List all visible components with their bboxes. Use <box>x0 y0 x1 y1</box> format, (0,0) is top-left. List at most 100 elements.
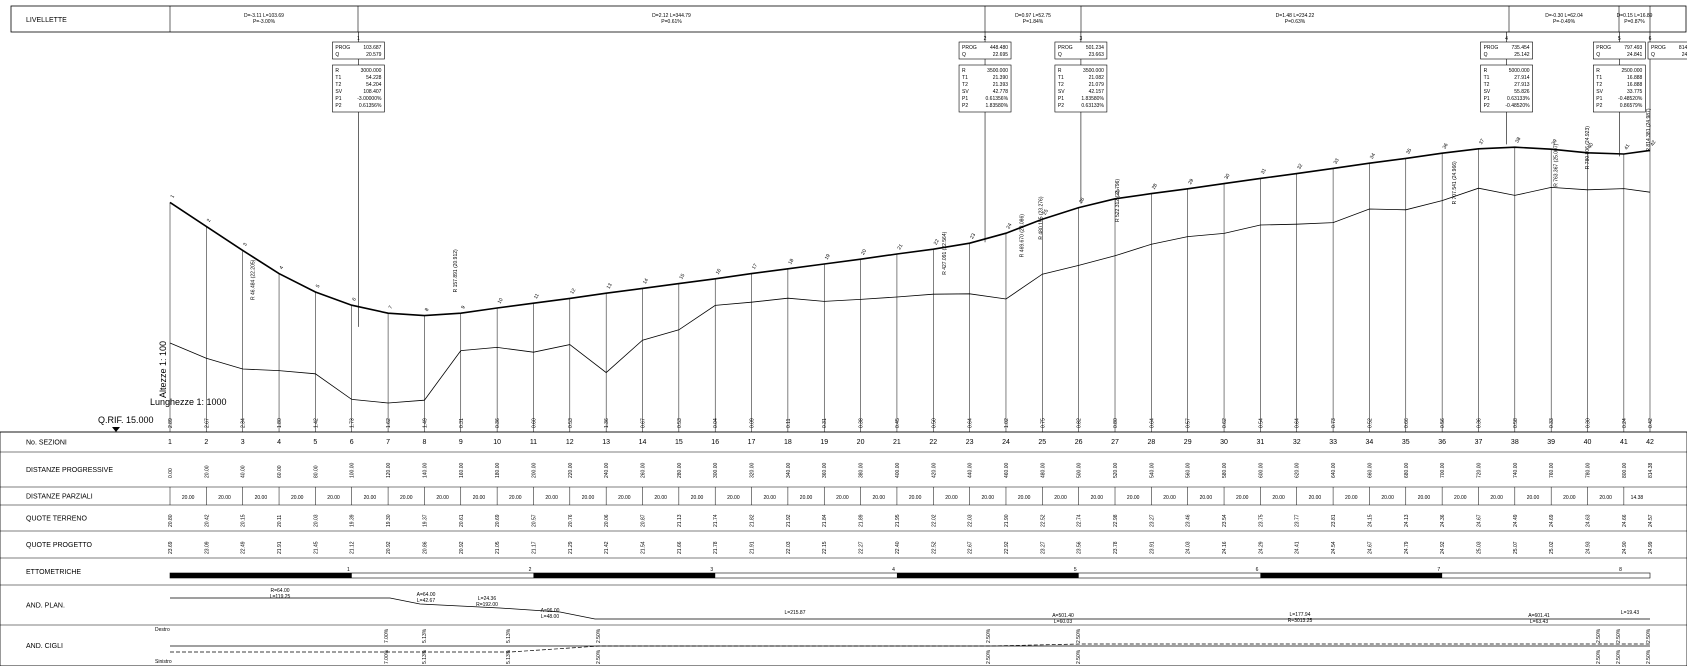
progressive-distance: 660.00 <box>1367 462 1373 478</box>
vertex-curve-label: R <box>335 68 339 74</box>
scale-horizontal: Lunghezze 1: 1000 <box>150 397 227 407</box>
ground-quote: 21.90 <box>1004 514 1010 527</box>
profile-section-number: 39 <box>1551 138 1559 146</box>
vertex-curve-label: T1 <box>1484 75 1490 81</box>
vertex-curve-box <box>958 64 1012 113</box>
vertex-number: 2 <box>984 36 987 42</box>
difference-value: 0.38 <box>859 418 865 428</box>
vertex-prog-value: 448.480 <box>990 45 1008 51</box>
vertex-curve-label: P2 <box>1596 103 1602 109</box>
vertex-curve-label: T2 <box>962 82 968 88</box>
vertex-curve-label: P1 <box>962 96 968 102</box>
difference-value: 0.57 <box>1186 418 1192 428</box>
design-profile-line <box>169 146 1651 317</box>
vertex-prog-label: PROG <box>335 45 350 51</box>
partial-distance: 20.00 <box>763 495 776 501</box>
vertex-q-label: Q <box>335 52 339 58</box>
profile-section-number: 29 <box>1187 178 1195 186</box>
partial-distance: 20.00 <box>982 495 995 501</box>
vertex-curve-label: P2 <box>1058 103 1064 109</box>
design-quote: 20.92 <box>386 541 392 554</box>
ground-quote: 23.54 <box>1222 514 1228 527</box>
design-quote: 21.42 <box>604 541 610 554</box>
livelletta-slope: P=-3.00% <box>253 19 276 25</box>
vertex-curve-box <box>332 64 385 113</box>
vertex-curve-value: 1.83580% <box>986 103 1009 109</box>
cigli-top-value: 7.00% <box>384 628 390 643</box>
ground-quote: 20.87 <box>641 514 647 527</box>
partial-distance: 20.00 <box>1490 495 1503 501</box>
cigli-sinistro-label: Sinistro <box>155 659 172 665</box>
partial-distance: 20.00 <box>436 495 449 501</box>
vertex-curve-value: 3500.000 <box>1083 68 1104 74</box>
partial-distance: 20.00 <box>291 495 304 501</box>
plan-alignment-line <box>170 597 1650 620</box>
partial-distance: 14.38 <box>1631 495 1644 501</box>
ground-quote: 22.98 <box>1113 514 1119 527</box>
ground-quote: 23.81 <box>1331 514 1337 527</box>
plan-element-a: R=64.00 <box>270 588 289 594</box>
vertex-curve-label: R <box>1058 68 1062 74</box>
partial-distance: 20.00 <box>1018 495 1031 501</box>
vertex-curve-label: P2 <box>962 103 968 109</box>
profile-section-number: 31 <box>1260 167 1268 175</box>
section-number: 39 <box>1547 439 1555 446</box>
section-number: 14 <box>639 439 647 446</box>
vertex-q-value: 25.142 <box>1514 52 1530 58</box>
profile-section-number: 20 <box>860 248 868 256</box>
profile-section-number: 18 <box>787 258 795 266</box>
difference-value: 0.60 <box>531 418 537 428</box>
difference-value: 0.31 <box>459 418 465 428</box>
cigli-top-value: 2.50% <box>1616 628 1622 643</box>
profile-section-number: 36 <box>1442 142 1450 150</box>
ettometric-segment <box>170 573 352 578</box>
vertex-curve-value: 55.826 <box>1514 89 1530 95</box>
ground-quote: 24.67 <box>1476 514 1482 527</box>
design-quote: 24.79 <box>1404 541 1410 554</box>
progressive-distance: 40.00 <box>241 465 247 478</box>
livelletta-slope: P=0.63% <box>1285 19 1306 25</box>
vertex-prog-label: PROG <box>1484 45 1499 51</box>
tangent-point-label: R 157.891 (20.912) <box>453 249 459 292</box>
tangent-point-label: R 707.541 (24.966) <box>1452 161 1458 204</box>
profile-section-number: 15 <box>678 273 686 281</box>
section-number: 7 <box>386 439 390 446</box>
vertex-number: 6 <box>1649 36 1652 42</box>
progressive-distance: 20.00 <box>204 465 210 478</box>
vertex-curve-value: 33.775 <box>1627 89 1643 95</box>
vertex-curve-value: -0.48520% <box>1505 103 1530 109</box>
vertex-curve-label: T1 <box>1058 75 1064 81</box>
profile-section-number: 41 <box>1623 143 1631 151</box>
partial-distance: 20.00 <box>364 495 377 501</box>
vertex-q-value: 22.695 <box>993 52 1009 58</box>
progressive-distance: 160.00 <box>459 462 465 478</box>
vertex-curve-value: 0.61356% <box>986 96 1009 102</box>
design-quote: 24.92 <box>1440 541 1446 554</box>
difference-value: 0.24 <box>1622 418 1628 428</box>
design-quote: 23.69 <box>168 541 174 554</box>
section-number: 36 <box>1438 439 1446 446</box>
difference-value: 1.62 <box>386 418 392 428</box>
cigli-left-line <box>170 643 1650 653</box>
section-number: 24 <box>1002 439 1010 446</box>
progressive-distance: 700.00 <box>1440 462 1446 478</box>
design-quote: 22.27 <box>859 541 865 554</box>
design-quote: 24.16 <box>1222 541 1228 554</box>
partial-distance: 20.00 <box>654 495 667 501</box>
vertex-q-label: Q <box>1058 52 1062 58</box>
vertex-number: 3 <box>1080 36 1083 42</box>
progressive-distance: 60.00 <box>277 465 283 478</box>
ground-quote: 19.37 <box>422 514 428 527</box>
section-number: 10 <box>493 439 501 446</box>
ground-quote: 20.15 <box>241 514 247 527</box>
profile-section-number: 19 <box>824 253 832 261</box>
section-number: 33 <box>1329 439 1337 446</box>
difference-value: 0.75 <box>1040 418 1046 428</box>
data-table: No. SEZIONI DISTANZE PROGRESSIVE DISTANZE … <box>0 431 1687 666</box>
livelletta-slope: P=0.87% <box>1624 19 1645 25</box>
design-quote: 21.54 <box>641 541 647 554</box>
tangent-point-label: R 427.091 (22.564) <box>942 231 948 274</box>
vertex-number: 5 <box>1618 36 1621 42</box>
partial-distance: 20.00 <box>691 495 704 501</box>
